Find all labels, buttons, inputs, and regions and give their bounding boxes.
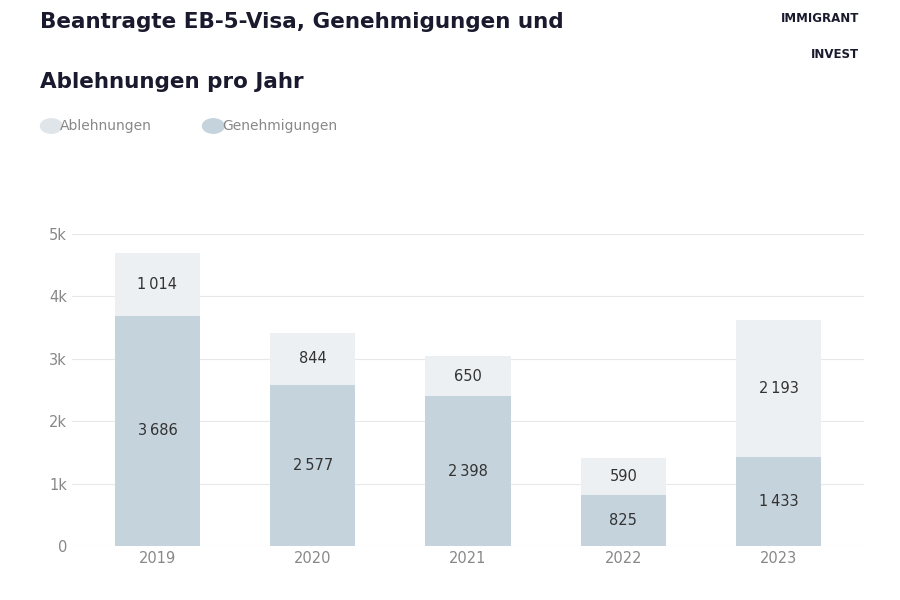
Text: 844: 844: [299, 352, 327, 367]
Bar: [270, 385, 356, 546]
Text: 590: 590: [609, 469, 637, 484]
Text: Ablehnungen: Ablehnungen: [60, 119, 152, 133]
Text: 825: 825: [609, 513, 637, 528]
Text: 2 398: 2 398: [448, 464, 488, 479]
Bar: [736, 320, 822, 457]
Bar: [114, 316, 200, 546]
Text: 650: 650: [454, 368, 482, 383]
Text: 3 686: 3 686: [138, 424, 177, 439]
Text: 2 193: 2 193: [759, 380, 798, 395]
Text: 2 577: 2 577: [292, 458, 333, 473]
Bar: [736, 457, 822, 546]
Text: 1 433: 1 433: [759, 494, 798, 509]
Bar: [426, 397, 510, 546]
Text: Ablehnungen pro Jahr: Ablehnungen pro Jahr: [40, 72, 304, 92]
Text: 1 014: 1 014: [138, 277, 177, 292]
Bar: [426, 356, 510, 397]
Text: Genehmigungen: Genehmigungen: [222, 119, 338, 133]
Bar: [270, 332, 356, 385]
Text: INVEST: INVEST: [812, 48, 860, 61]
Bar: [580, 494, 666, 546]
Text: IMMIGRANT: IMMIGRANT: [781, 12, 860, 25]
Bar: [114, 253, 200, 316]
Bar: [580, 458, 666, 494]
Text: Beantragte EB-5-Visa, Genehmigungen und: Beantragte EB-5-Visa, Genehmigungen und: [40, 12, 564, 32]
